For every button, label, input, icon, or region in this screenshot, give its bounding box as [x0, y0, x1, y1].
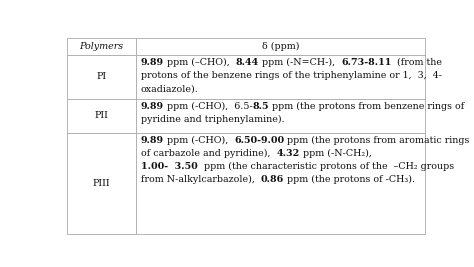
Text: ppm (the protons from benzene rings of: ppm (the protons from benzene rings of	[269, 102, 465, 111]
Text: ppm (-N-CH₂),: ppm (-N-CH₂),	[300, 149, 372, 158]
Text: ppm (-CHO),  6.5-: ppm (-CHO), 6.5-	[164, 102, 253, 111]
Text: 6.73-8.11: 6.73-8.11	[341, 58, 392, 67]
Bar	[66, 38, 137, 55]
Text: 0.86: 0.86	[261, 175, 284, 184]
Bar	[137, 55, 425, 99]
Text: ppm (the protons of -CH₃).: ppm (the protons of -CH₃).	[284, 175, 415, 184]
Text: 9.89: 9.89	[141, 136, 164, 145]
Text: pyridine and triphenylamine).: pyridine and triphenylamine).	[141, 115, 284, 124]
Text: from N-alkylcarbazole),: from N-alkylcarbazole),	[141, 175, 261, 184]
Text: 9.89: 9.89	[141, 102, 164, 111]
Text: 8.44: 8.44	[236, 58, 259, 67]
Text: PIII: PIII	[93, 179, 110, 188]
Text: Polymers: Polymers	[80, 42, 124, 51]
Text: oxadiazole).: oxadiazole).	[141, 84, 199, 93]
Text: (from the: (from the	[392, 58, 442, 67]
Text: ppm (–CHO),: ppm (–CHO),	[164, 58, 236, 67]
Bar	[66, 55, 137, 99]
Text: δ (ppm): δ (ppm)	[262, 42, 300, 51]
Text: 1.00-  3.50: 1.00- 3.50	[141, 162, 198, 171]
Bar	[137, 99, 425, 133]
Bar	[137, 38, 425, 55]
Text: ppm (-CHO),: ppm (-CHO),	[164, 136, 234, 145]
Text: 9.89: 9.89	[141, 58, 164, 67]
Text: of carbazole and pyridine),: of carbazole and pyridine),	[141, 149, 276, 158]
Bar	[137, 133, 425, 234]
Text: ppm (the protons from aromatic rings: ppm (the protons from aromatic rings	[284, 136, 470, 145]
Text: ppm (the characteristic protons of the  –CH₂ groups: ppm (the characteristic protons of the –…	[198, 162, 454, 171]
Text: PI: PI	[96, 72, 107, 81]
Text: PII: PII	[95, 111, 109, 120]
Bar	[66, 133, 137, 234]
Text: 6.50-9.00: 6.50-9.00	[234, 136, 284, 145]
Text: ppm (-N=CH-),: ppm (-N=CH-),	[259, 58, 341, 67]
Bar	[66, 99, 137, 133]
Text: 8.5: 8.5	[253, 102, 269, 111]
Text: protons of the benzene rings of the triphenylamine or 1,  3,  4-: protons of the benzene rings of the trip…	[141, 71, 442, 80]
Text: 4.32: 4.32	[276, 149, 300, 158]
